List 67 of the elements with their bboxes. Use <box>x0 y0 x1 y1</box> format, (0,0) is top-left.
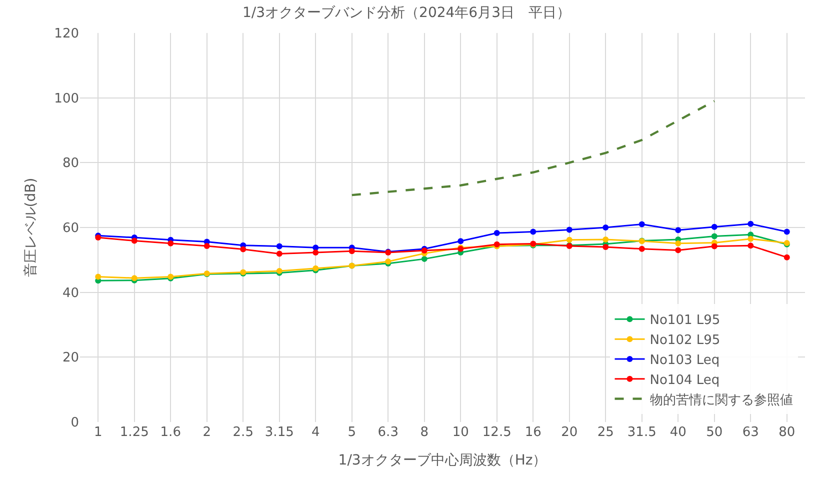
point <box>204 242 210 249</box>
y-tick-label: 100 <box>54 91 79 106</box>
legend-label: 物的苦情に関する参照値 <box>650 392 793 408</box>
y-tick-label: 0 <box>70 416 79 431</box>
x-tick-label: 6.3 <box>378 425 398 440</box>
point <box>602 224 609 230</box>
x-tick-label: 1 <box>94 425 102 440</box>
x-axis-title: 1/3オクターブ中心周波数（Hz） <box>338 452 547 468</box>
point <box>348 248 355 254</box>
point <box>530 228 536 235</box>
x-tick-label: 12.5 <box>482 425 512 440</box>
x-tick-label: 3.15 <box>264 425 294 440</box>
y-axis-title: 音圧レベル(dB) <box>22 178 39 278</box>
x-tick-label: 5 <box>348 425 356 440</box>
point <box>675 247 682 254</box>
point <box>276 250 282 257</box>
line-series <box>350 100 716 196</box>
point <box>95 274 102 280</box>
x-tick-label: 4 <box>311 425 320 440</box>
legend-label: No102 L95 <box>650 333 720 348</box>
x-tick-label: 16 <box>524 425 542 440</box>
point <box>675 240 682 246</box>
point <box>675 227 682 234</box>
y-tick-label: 120 <box>54 26 79 42</box>
chart-title: 1/3オクターブバンド分析（2024年6月3日 平日） <box>242 5 570 22</box>
y-tick-label: 80 <box>62 156 79 172</box>
point <box>276 243 282 250</box>
point <box>748 236 754 242</box>
point <box>240 246 246 252</box>
x-tick-label: 40 <box>670 425 686 440</box>
x-tick-label: 20 <box>561 425 578 440</box>
y-tick-label: 20 <box>62 350 79 366</box>
point <box>784 254 790 260</box>
point <box>312 249 319 256</box>
legend-label: No104 Leq <box>650 372 720 388</box>
point <box>458 238 464 244</box>
point <box>748 220 754 227</box>
x-tick-label: 80 <box>778 425 796 440</box>
point <box>566 236 572 243</box>
legend-label: No103 Leq <box>650 353 720 368</box>
y-tick-label: 60 <box>62 221 79 236</box>
point <box>602 236 609 242</box>
x-tick-label: 1.25 <box>120 425 149 440</box>
point <box>748 242 754 249</box>
x-tick-label: 31.5 <box>627 425 656 440</box>
x-tick-label: 63 <box>742 425 759 440</box>
x-tick-label: 10 <box>452 425 469 440</box>
point <box>638 246 645 252</box>
point <box>131 238 138 244</box>
y-tick-label: 40 <box>62 286 79 301</box>
x-tick-label: 2.5 <box>232 425 254 440</box>
point <box>566 226 572 233</box>
x-tick-label: 8 <box>420 425 429 440</box>
point <box>421 256 428 262</box>
point <box>711 233 718 240</box>
legend-label: No101 L95 <box>650 313 720 328</box>
point <box>711 224 718 230</box>
point <box>638 221 645 228</box>
point <box>168 240 174 246</box>
point <box>711 243 718 250</box>
x-tick-label: 50 <box>706 425 723 440</box>
point <box>494 230 500 236</box>
x-tick-label: 2 <box>202 425 212 440</box>
point <box>784 228 790 235</box>
x-tick-label: 25 <box>597 425 614 440</box>
x-tick-label: 1.6 <box>160 425 181 440</box>
point <box>602 244 609 250</box>
